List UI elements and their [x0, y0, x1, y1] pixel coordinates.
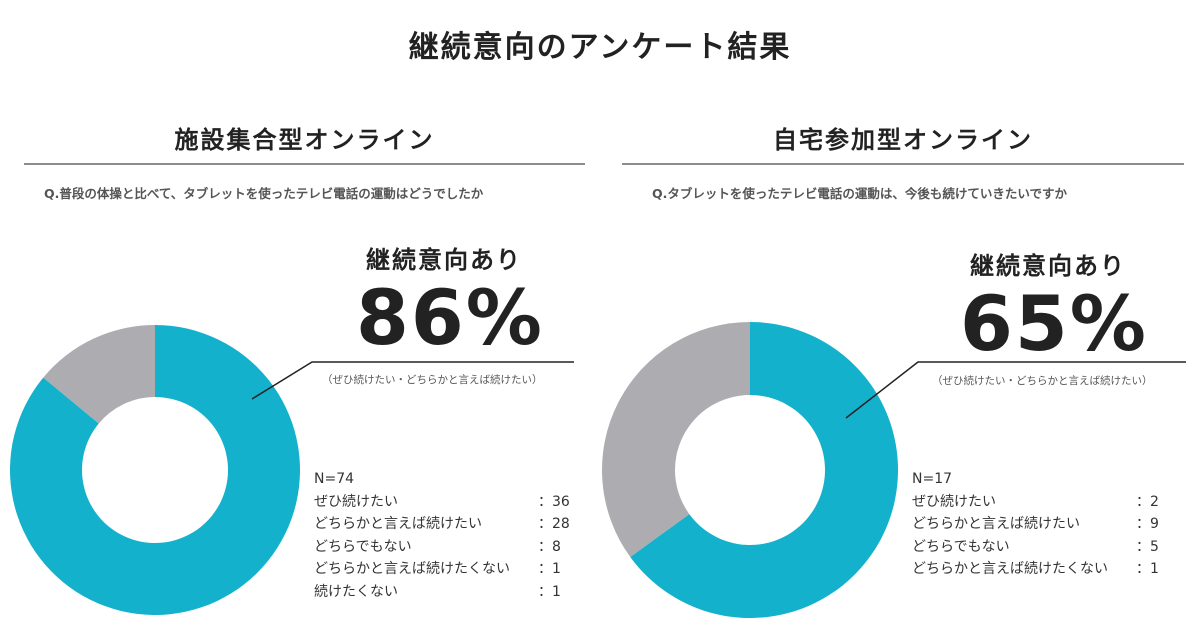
- donut-slice-other: [43, 325, 155, 424]
- count-label: どちらかと言えば続けたい: [314, 516, 482, 532]
- n-label: N=74: [314, 471, 355, 487]
- count-row: どちらでもない ：8: [314, 536, 574, 559]
- count-row: ぜひ続けたい ：36: [314, 491, 574, 514]
- highlight-label: 継続意向あり: [970, 252, 1126, 280]
- count-row: 続けたくない ：1: [314, 581, 574, 604]
- count-label: どちらかと言えば続けたい: [912, 516, 1080, 532]
- panel-facility: 施設集合型オンライン Q.普段の体操と比べて、タブレットを使ったテレビ電話の運動…: [9, 126, 585, 615]
- donut-slice-positive: [9, 325, 301, 615]
- count-label: どちらでもない: [912, 538, 1010, 555]
- count-label: 続けたくない: [314, 583, 398, 600]
- question-text: Q.普段の体操と比べて、タブレットを使ったテレビ電話の運動はどうでしたか: [44, 186, 484, 201]
- donut-chart-home: [602, 322, 1186, 618]
- count-value: ：28: [538, 516, 570, 532]
- donut-slice-other: [602, 322, 750, 557]
- count-row: どちらかと言えば続けたい ：28: [314, 513, 574, 536]
- panel-title: 施設集合型オンライン: [174, 126, 435, 154]
- page-title: 継続意向のアンケート結果: [408, 30, 792, 65]
- panel-divider: [24, 163, 585, 165]
- count-label: どちらかと言えば続けたくない: [912, 561, 1108, 577]
- count-value: ：1: [538, 561, 561, 577]
- highlight-value: 65%: [960, 279, 1148, 368]
- panel-home: 自宅参加型オンライン Q.タブレットを使ったテレビ電話の運動は、今後も続けていき…: [600, 0, 1200, 628]
- panel-divider: [622, 163, 1184, 165]
- count-value: ：5: [1136, 538, 1159, 555]
- count-row: ぜひ続けたい ：2: [912, 491, 1182, 514]
- count-label: ぜひ続けたい: [314, 493, 398, 510]
- count-row: どちらでもない ：5: [912, 536, 1182, 559]
- donut-slice-positive: [630, 322, 898, 618]
- count-label: どちらでもない: [314, 538, 412, 555]
- count-value: ：1: [1136, 561, 1159, 577]
- count-row: どちらかと言えば続けたくない ：1: [912, 558, 1182, 581]
- callout-line: [845, 361, 1186, 419]
- highlight-note: （ぜひ続けたい・どちらかと言えば続けたい）: [322, 374, 543, 386]
- count-value: ：2: [1136, 493, 1159, 510]
- highlight-value: 86%: [356, 273, 544, 362]
- highlight-label: 継続意向あり: [366, 246, 522, 274]
- count-row: どちらかと言えば続けたい ：9: [912, 513, 1182, 536]
- count-value: ：8: [538, 538, 561, 555]
- highlight-note: （ぜひ続けたい・どちらかと言えば続けたい）: [932, 375, 1153, 387]
- count-label: ぜひ続けたい: [912, 493, 996, 510]
- count-value: ：9: [1136, 516, 1159, 532]
- callout-line: [251, 361, 574, 400]
- donut-chart-facility: [9, 325, 574, 615]
- n-label: N=17: [912, 471, 953, 487]
- count-label: どちらかと言えば続けたくない: [314, 561, 510, 577]
- count-value: ：36: [538, 493, 570, 510]
- response-counts: N=74 ぜひ続けたい ：36 どちらかと言えば続けたい ：28 どちらでもない…: [314, 468, 574, 603]
- question-text: Q.タブレットを使ったテレビ電話の運動は、今後も続けていきたいですか: [652, 186, 1068, 201]
- count-row: どちらかと言えば続けたくない ：1: [314, 558, 574, 581]
- count-value: ：1: [538, 583, 561, 600]
- response-counts: N=17 ぜひ続けたい ：2 どちらかと言えば続けたい ：9 どちらでもない ：…: [912, 468, 1182, 581]
- panel-title: 自宅参加型オンライン: [773, 126, 1033, 154]
